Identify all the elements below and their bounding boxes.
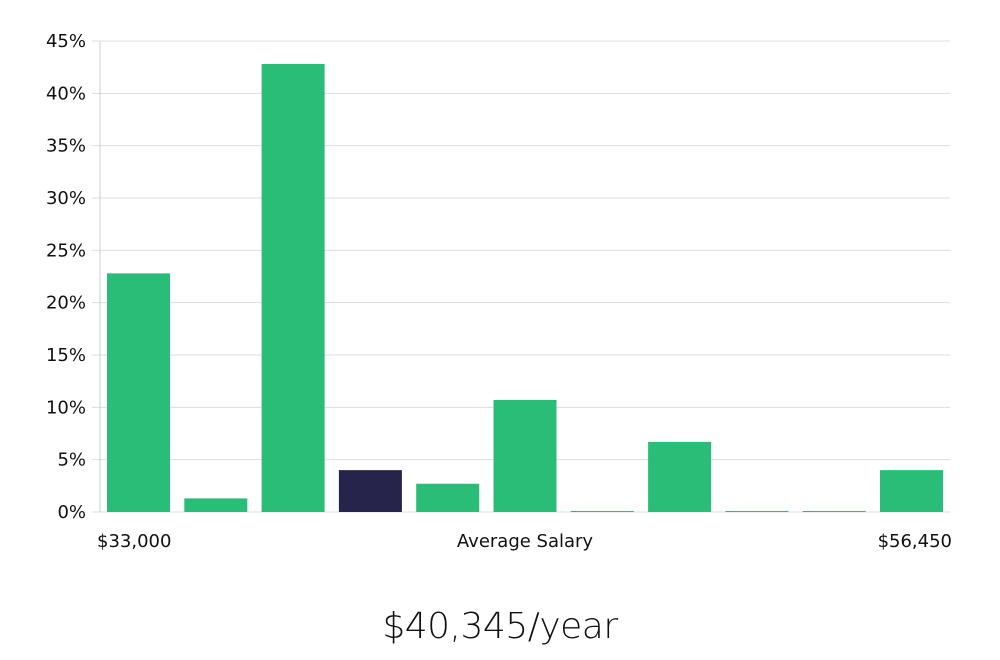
histogram-bar xyxy=(802,510,866,512)
y-tick-label: 5% xyxy=(57,450,86,471)
y-tick-label: 15% xyxy=(46,345,86,366)
range-start-label: $33,000 xyxy=(97,531,171,552)
histogram-bar xyxy=(493,400,557,512)
y-tick-labels: 0% 5% 10% 15% 20% 25% 30% 35% 40% 45% xyxy=(46,31,86,523)
x-axis-label: Average Salary xyxy=(457,531,594,552)
histogram-bar xyxy=(570,510,634,512)
grid-lines xyxy=(92,40,950,513)
y-tick-label: 25% xyxy=(46,240,86,261)
histogram-bars xyxy=(107,64,943,512)
y-tick-label: 35% xyxy=(46,136,86,157)
histogram-bar xyxy=(184,498,248,512)
y-tick-label: 45% xyxy=(46,31,86,52)
highlighted-bar xyxy=(338,470,402,512)
histogram-bar xyxy=(107,273,170,512)
salary-histogram-chart: 0% 5% 10% 15% 20% 25% 30% 35% 40% 45% $33,000 Ave… xyxy=(46,31,952,552)
histogram-bar xyxy=(416,483,480,512)
y-tick-label: 0% xyxy=(57,502,86,523)
histogram-bar xyxy=(261,64,325,512)
y-tick-label: 40% xyxy=(46,83,86,104)
histogram-bar xyxy=(648,441,712,512)
histogram-bar xyxy=(725,510,789,512)
y-tick-label: 20% xyxy=(46,293,86,314)
average-salary-value: $40,345/year xyxy=(382,606,618,647)
histogram-bar xyxy=(880,470,943,512)
y-tick-label: 10% xyxy=(46,397,86,418)
range-end-label: $56,450 xyxy=(878,531,952,552)
y-tick-label: 30% xyxy=(46,188,86,209)
